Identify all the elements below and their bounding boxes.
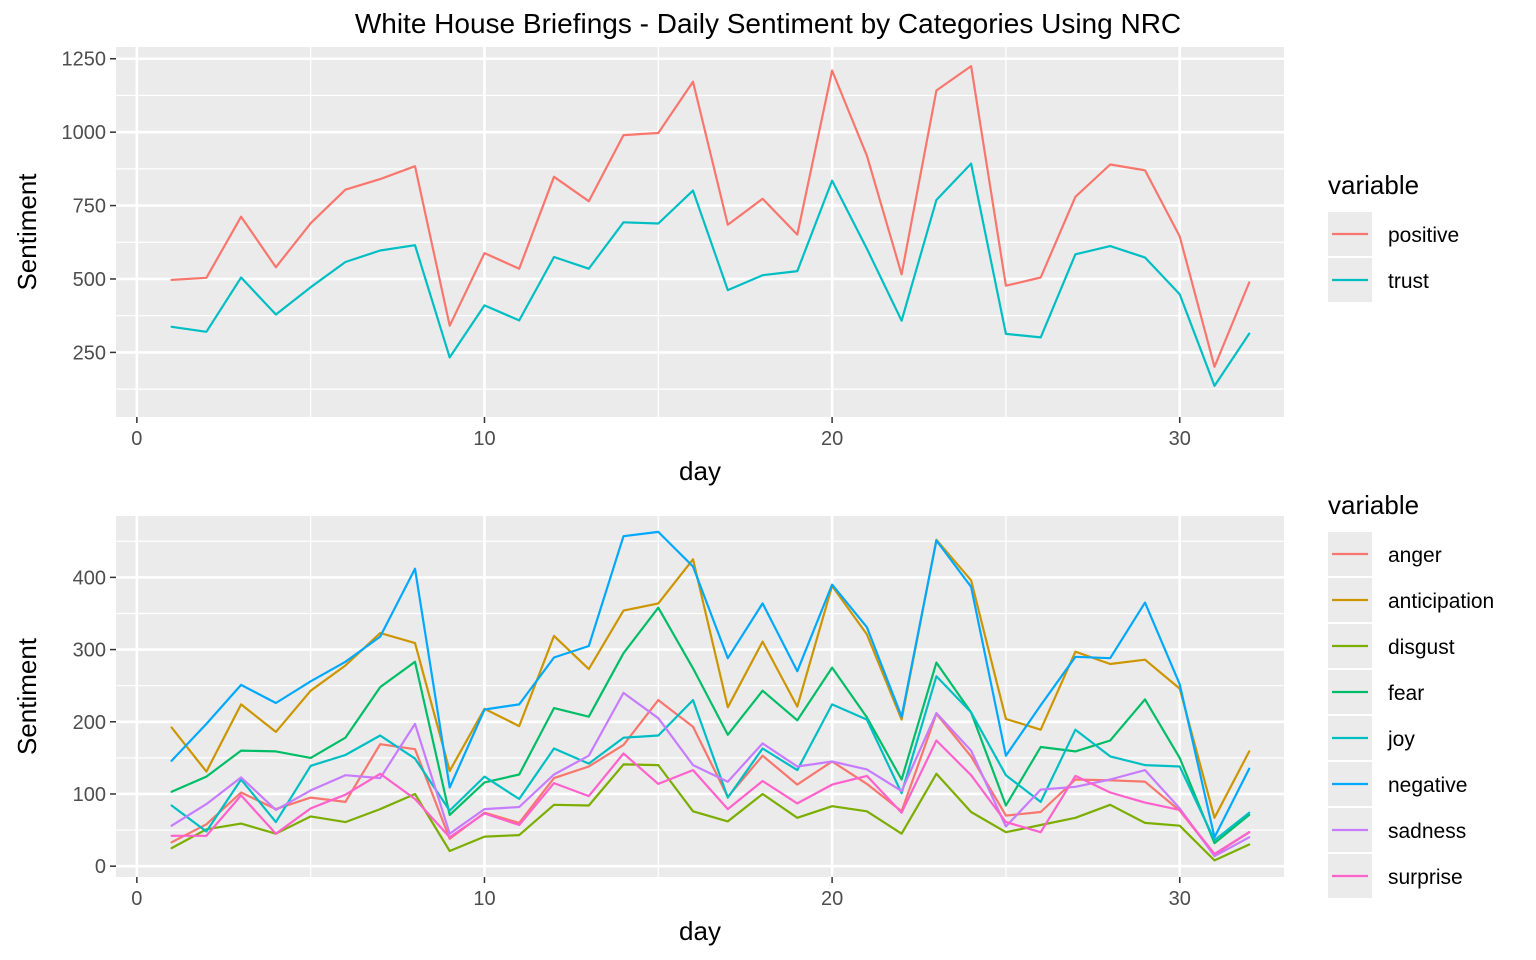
- legend-label-negative: negative: [1388, 774, 1467, 797]
- x-tick-label: 10: [473, 428, 495, 450]
- y-tick-label: 0: [95, 856, 106, 878]
- y-tick-label: 1000: [62, 122, 107, 144]
- y-tick-label: 500: [73, 269, 106, 291]
- x-tick-label: 0: [131, 888, 142, 910]
- x-tick-label: 0: [131, 428, 142, 450]
- panel-emotions: 0 10 20 300100200300400daySentimentvariable…: [12, 490, 1494, 946]
- y-tick-label: 300: [73, 640, 106, 662]
- y-tick-label: 100: [73, 784, 106, 806]
- legend-label-positive: positive: [1388, 224, 1459, 247]
- series-line-positive: [170, 64, 1251, 368]
- x-axis-title: day: [679, 456, 721, 486]
- y-tick-label: 1250: [62, 49, 107, 71]
- series-line-disgust: [170, 763, 1251, 862]
- x-tick-label: 20: [821, 428, 843, 450]
- x-tick-label: 30: [1169, 888, 1191, 910]
- legend-label-anger: anger: [1388, 544, 1442, 567]
- x-axis-title: day: [679, 916, 721, 946]
- legend-label-joy: joy: [1387, 728, 1415, 751]
- x-tick-label: 10: [473, 888, 495, 910]
- y-axis-title: Sentiment: [12, 637, 42, 755]
- y-axis-title: Sentiment: [12, 173, 42, 291]
- x-tick-label: 20: [821, 888, 843, 910]
- series-line-trust: [170, 162, 1251, 387]
- legend-label-disgust: disgust: [1388, 636, 1455, 659]
- legend-label-trust: trust: [1388, 270, 1429, 293]
- chart-title: White House Briefings - Daily Sentiment …: [355, 8, 1181, 39]
- y-tick-label: 250: [73, 342, 106, 364]
- legend-title: variable: [1328, 490, 1419, 520]
- series-line-negative: [170, 530, 1251, 839]
- legend-title: variable: [1328, 170, 1419, 200]
- panel-positive-trust: 0 10 20 30 250 500 750 1000 1250 day Sentiment vari…: [12, 47, 1459, 486]
- legend-label-surprise: surprise: [1388, 866, 1463, 889]
- series-line-joy: [170, 675, 1251, 842]
- legend-label-sadness: sadness: [1388, 820, 1466, 843]
- y-tick-label: 750: [73, 196, 106, 218]
- legend-label-anticipation: anticipation: [1388, 590, 1494, 613]
- series-line-surprise: [170, 739, 1251, 856]
- y-tick-label: 200: [73, 712, 106, 734]
- panel-background: [116, 47, 1284, 417]
- legend-label-fear: fear: [1388, 682, 1424, 705]
- x-tick-label: 30: [1169, 428, 1191, 450]
- series-line-fear: [170, 606, 1251, 845]
- y-tick-label: 400: [73, 567, 106, 589]
